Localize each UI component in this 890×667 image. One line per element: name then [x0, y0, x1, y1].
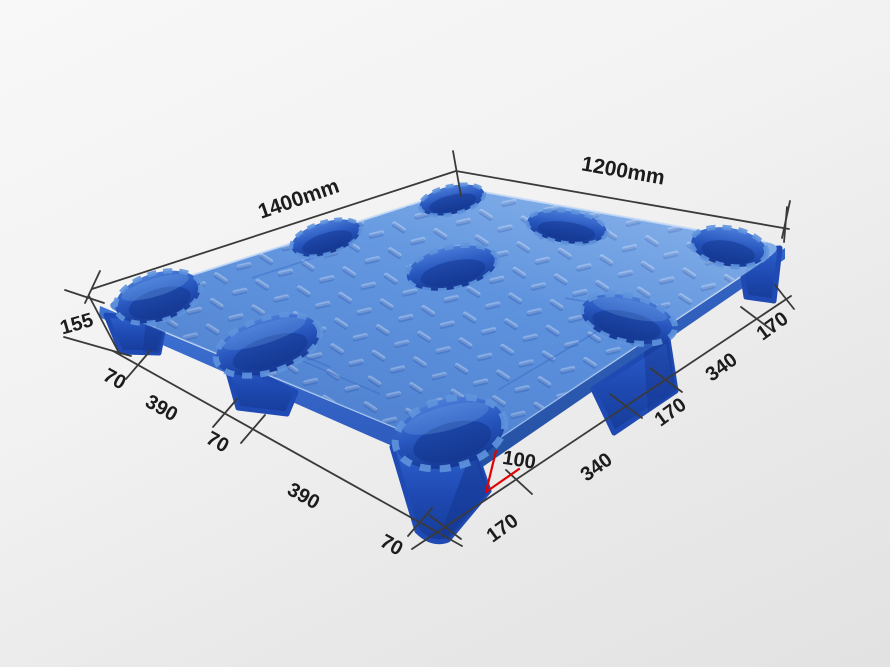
dim-ext-line	[64, 289, 105, 304]
dim-label-left-seg-2: 70	[202, 427, 232, 457]
nesting-holes	[112, 182, 770, 473]
dim-label-right-seg-1: 340	[577, 449, 617, 486]
dim-label-left-seg-4: 70	[376, 530, 406, 560]
dim-label-width: 1200mm	[580, 152, 667, 189]
hole-top-corner	[417, 182, 487, 218]
hole-top-right-mid	[525, 208, 609, 246]
hole-center	[404, 242, 500, 294]
foot-dim-red-line	[484, 449, 498, 494]
dim-tick	[125, 350, 151, 380]
dim-label-left-seg-1: 390	[141, 391, 181, 426]
hole-left-corner	[112, 268, 204, 326]
dim-tick	[407, 507, 433, 537]
hole-bottom-corner	[391, 393, 509, 473]
hole-left-mid	[212, 311, 324, 379]
dim-label-length: 1400mm	[255, 175, 342, 224]
pallet-illustration	[99, 182, 785, 545]
dim-tick	[774, 284, 795, 310]
dim-tick	[240, 414, 266, 444]
dim-tick	[609, 393, 643, 419]
dim-line-length	[91, 170, 457, 290]
hole-right-corner	[688, 224, 770, 270]
dim-label-left-seg-3: 390	[283, 479, 323, 514]
dim-label-right-seg-4: 170	[753, 308, 793, 345]
dim-label-height: 155	[58, 309, 96, 339]
dim-line-left-series	[112, 350, 463, 547]
dim-line-height	[88, 295, 119, 352]
foot-bottom-corner-shade	[440, 459, 489, 540]
dim-tick	[505, 469, 533, 495]
dim-tick	[212, 398, 238, 428]
dim-label-right-seg-3: 340	[702, 349, 742, 386]
dim-line-width	[455, 170, 790, 230]
deck-shading	[110, 189, 777, 452]
dim-tick	[649, 367, 683, 393]
foot-dim-red-line	[484, 467, 521, 494]
dim-label-left-seg-0: 70	[99, 364, 129, 394]
dim-tick	[740, 306, 774, 332]
dim-line-right-series	[411, 295, 792, 550]
dim-tick	[452, 150, 462, 197]
dim-label-corner-foot: 100	[501, 447, 537, 474]
dim-label-right-seg-0: 170	[483, 510, 523, 547]
dim-ext-line	[63, 336, 132, 357]
dim-ext-line	[783, 206, 788, 243]
dim-tick	[428, 514, 462, 540]
hole-top-left-mid	[289, 217, 363, 259]
deck-side-right	[468, 248, 785, 477]
